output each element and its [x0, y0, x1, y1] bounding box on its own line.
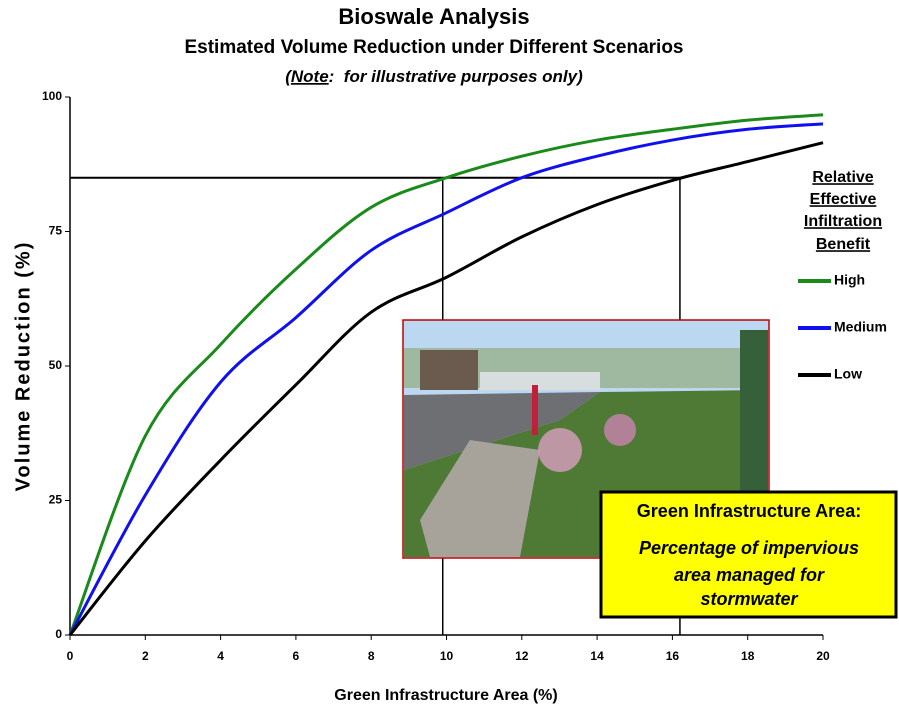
y-tick-label: 25 — [49, 493, 63, 507]
legend-title: Effective — [810, 191, 877, 208]
x-tick-label: 10 — [440, 649, 454, 663]
annotation-box: Green Infrastructure Area: Percentage of… — [599, 490, 898, 619]
legend-label: Low — [834, 366, 862, 382]
x-tick-label: 20 — [816, 649, 830, 663]
y-axis-label: Volume Reduction (%) — [12, 241, 34, 492]
legend-label: Medium — [834, 319, 887, 335]
chart-subtitle: Estimated Volume Reduction under Differe… — [184, 37, 683, 58]
x-tick-label: 2 — [142, 649, 149, 663]
chart-note: (Note: for illustrative purposes only) — [285, 67, 583, 86]
note-rest: : for illustrative purposes only) — [329, 67, 583, 86]
note-emphasis: Note — [291, 67, 329, 86]
line-series — [68, 141, 824, 636]
legend-title: Relative — [812, 169, 873, 186]
annotation-title: Green Infrastructure Area: — [637, 501, 861, 521]
line-series — [68, 113, 824, 636]
y-tick-label: 0 — [55, 627, 62, 641]
x-tick-label: 14 — [590, 649, 604, 663]
legend-title: Infiltration — [804, 213, 882, 230]
legend: Relative Effective Infiltration Benefit … — [798, 169, 887, 382]
x-axis-label: Green Infrastructure Area (%) — [334, 687, 557, 704]
x-tick-label: 0 — [67, 649, 74, 663]
chart-title: Bioswale Analysis — [338, 4, 529, 29]
y-tick-label: 50 — [49, 358, 63, 372]
legend-title: Benefit — [816, 236, 871, 253]
note-open: ( — [285, 67, 293, 86]
annotation-text: area managed for — [674, 565, 825, 585]
line-series — [68, 122, 824, 636]
x-tick-label: 18 — [741, 649, 755, 663]
y-tick-label: 75 — [49, 224, 63, 238]
x-tick-label: 6 — [293, 649, 300, 663]
x-tick-label: 12 — [515, 649, 529, 663]
legend-label: High — [834, 272, 865, 288]
x-tick-label: 4 — [217, 649, 224, 663]
y-tick-label: 100 — [42, 89, 62, 103]
plot-area: 0 25 50 75 100 0 2 4 6 8 10 12 14 16 18 20 — [42, 89, 830, 663]
x-tick-label: 8 — [368, 649, 375, 663]
annotation-text: Percentage of impervious — [639, 538, 859, 558]
x-tick-label: 16 — [666, 649, 680, 663]
annotation-text: stormwater — [700, 589, 798, 609]
